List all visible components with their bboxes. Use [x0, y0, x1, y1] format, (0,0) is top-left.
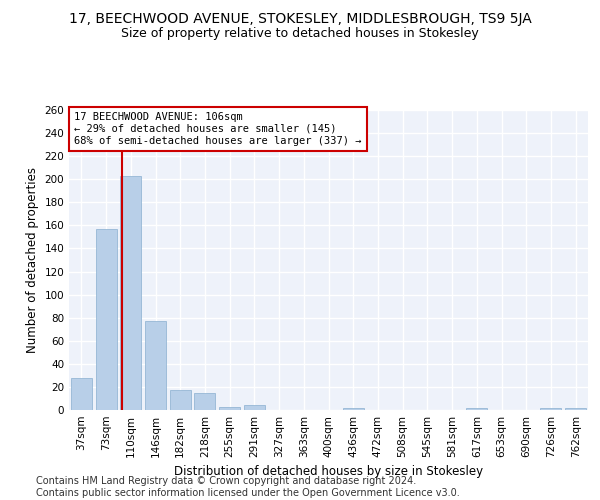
Bar — [170, 390, 191, 410]
Bar — [565, 408, 586, 410]
Bar — [541, 408, 562, 410]
Text: 17, BEECHWOOD AVENUE, STOKESLEY, MIDDLESBROUGH, TS9 5JA: 17, BEECHWOOD AVENUE, STOKESLEY, MIDDLES… — [68, 12, 532, 26]
Text: 17 BEECHWOOD AVENUE: 106sqm
← 29% of detached houses are smaller (145)
68% of se: 17 BEECHWOOD AVENUE: 106sqm ← 29% of det… — [74, 112, 361, 146]
Bar — [466, 408, 487, 410]
Text: Size of property relative to detached houses in Stokesley: Size of property relative to detached ho… — [121, 28, 479, 40]
Bar — [343, 408, 364, 410]
Bar — [120, 176, 141, 410]
X-axis label: Distribution of detached houses by size in Stokesley: Distribution of detached houses by size … — [174, 466, 483, 478]
Bar — [194, 392, 215, 410]
Bar — [219, 406, 240, 410]
Bar — [145, 321, 166, 410]
Text: Contains HM Land Registry data © Crown copyright and database right 2024.
Contai: Contains HM Land Registry data © Crown c… — [36, 476, 460, 498]
Bar — [244, 406, 265, 410]
Bar — [95, 229, 116, 410]
Y-axis label: Number of detached properties: Number of detached properties — [26, 167, 39, 353]
Bar — [71, 378, 92, 410]
